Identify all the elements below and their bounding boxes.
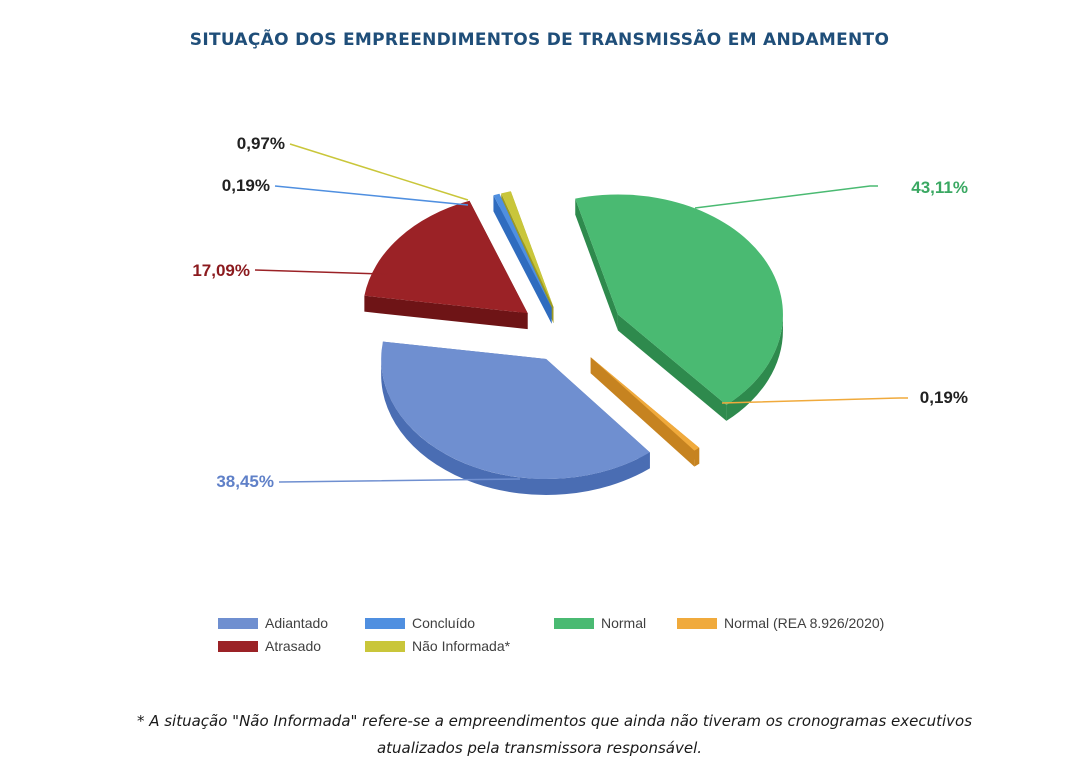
footnote-line-2: atualizados pela transmissora responsáve… — [0, 735, 1079, 762]
data-label-3: 17,09% — [192, 261, 250, 280]
data-label-5: 0,97% — [237, 134, 285, 153]
footnote-line-1: * A situação "Não Informada" refere-se a… — [0, 708, 1079, 735]
pie-top-2 — [381, 342, 650, 479]
data-label-1: 0,19% — [920, 388, 968, 407]
data-label-4: 0,19% — [222, 176, 270, 195]
data-label-0: 43,11% — [911, 178, 968, 197]
data-label-2: 38,45% — [216, 472, 274, 491]
leader-line-4 — [275, 186, 468, 205]
leader-line-5 — [290, 144, 468, 200]
leader-line-0 — [695, 186, 878, 208]
footnote: * A situação "Não Informada" refere-se a… — [0, 708, 1079, 762]
pie-slice-adiantado-2 — [381, 342, 650, 495]
